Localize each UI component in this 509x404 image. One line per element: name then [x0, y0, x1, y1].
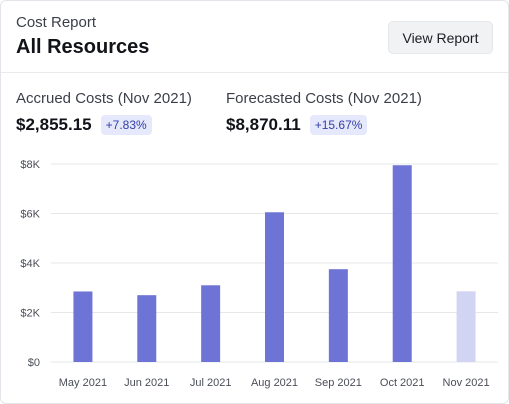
accrued-change-badge: +7.83%	[100, 115, 152, 135]
accrued-costs-label: Accrued Costs (Nov 2021)	[16, 90, 192, 107]
y-tick-label: $2K	[20, 308, 40, 320]
y-tick-label: $0	[28, 357, 40, 369]
forecasted-costs-metric: Forecasted Costs (Nov 2021) $8,870.11 +1…	[226, 90, 422, 135]
x-tick-label: Sep 2021	[315, 377, 362, 389]
bar[interactable]	[265, 212, 284, 362]
bar[interactable]	[392, 165, 412, 362]
x-tick-label: May 2021	[59, 377, 107, 389]
y-tick-label: $6K	[20, 209, 40, 221]
bar[interactable]	[201, 285, 221, 362]
x-tick-label: Oct 2021	[380, 377, 425, 389]
bar[interactable]	[73, 291, 93, 362]
card-subtitle: Cost Report	[16, 14, 97, 31]
forecasted-costs-value: $8,870.11	[226, 115, 301, 134]
accrued-costs-value: $2,855.15	[16, 115, 92, 134]
x-tick-label: Jul 2021	[190, 377, 232, 389]
cost-bar-chart: $0 $2K $4K $6K $8K May 2021 Jun 2021 Jul 2021 Au…	[20, 159, 498, 389]
y-tick-label: $4K	[20, 258, 40, 270]
bar[interactable]	[328, 269, 348, 362]
view-report-button[interactable]: View Report	[388, 21, 493, 54]
bar-forecast[interactable]	[456, 291, 476, 362]
forecasted-costs-label: Forecasted Costs (Nov 2021)	[226, 90, 422, 107]
bar[interactable]	[137, 295, 157, 362]
x-tick-label: Nov 2021	[443, 377, 490, 389]
x-tick-label: Aug 2021	[251, 377, 298, 389]
forecasted-change-badge: +15.67%	[309, 115, 368, 135]
accrued-costs-metric: Accrued Costs (Nov 2021) $2,855.15 +7.83…	[16, 90, 192, 135]
x-tick-label: Jun 2021	[124, 377, 169, 389]
card-title: All Resources	[16, 36, 150, 58]
y-tick-label: $8K	[20, 159, 40, 171]
card-header: Cost Report All Resources View Report	[1, 1, 508, 73]
